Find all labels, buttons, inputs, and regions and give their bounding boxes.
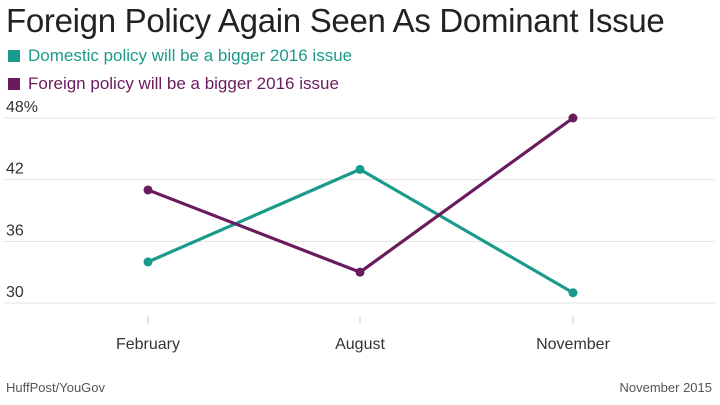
data-point-domestic <box>568 288 578 298</box>
publish-date: November 2015 <box>619 380 713 395</box>
legend-label-foreign: Foreign policy will be a bigger 2016 iss… <box>28 74 339 93</box>
series-line-foreign <box>146 116 575 274</box>
data-point-foreign <box>143 185 153 195</box>
data-point-domestic <box>355 164 365 174</box>
chart-title: Foreign Policy Again Seen As Dominant Is… <box>6 2 665 39</box>
data-point-foreign <box>568 113 578 123</box>
legend-item-domestic: Domestic policy will be a bigger 2016 is… <box>8 42 352 70</box>
legend-swatch-foreign <box>8 78 20 90</box>
x-tick-label: August <box>335 336 385 353</box>
legend-swatch-domestic <box>8 50 20 62</box>
y-tick-label: 42 <box>6 161 24 178</box>
legend-label-domestic: Domestic policy will be a bigger 2016 is… <box>28 46 353 65</box>
legend: Domestic policy will be a bigger 2016 is… <box>8 42 352 98</box>
x-tick-label: February <box>116 336 180 353</box>
y-tick-label: 30 <box>6 284 24 301</box>
data-point-foreign <box>355 267 365 277</box>
x-tick-label: November <box>536 336 610 353</box>
source-credit: HuffPost/YouGov <box>6 380 106 395</box>
data-point-domestic <box>143 257 153 267</box>
y-tick-label: 36 <box>6 222 24 239</box>
y-tick-label: 48% <box>6 99 38 116</box>
legend-item-foreign: Foreign policy will be a bigger 2016 iss… <box>8 70 352 98</box>
